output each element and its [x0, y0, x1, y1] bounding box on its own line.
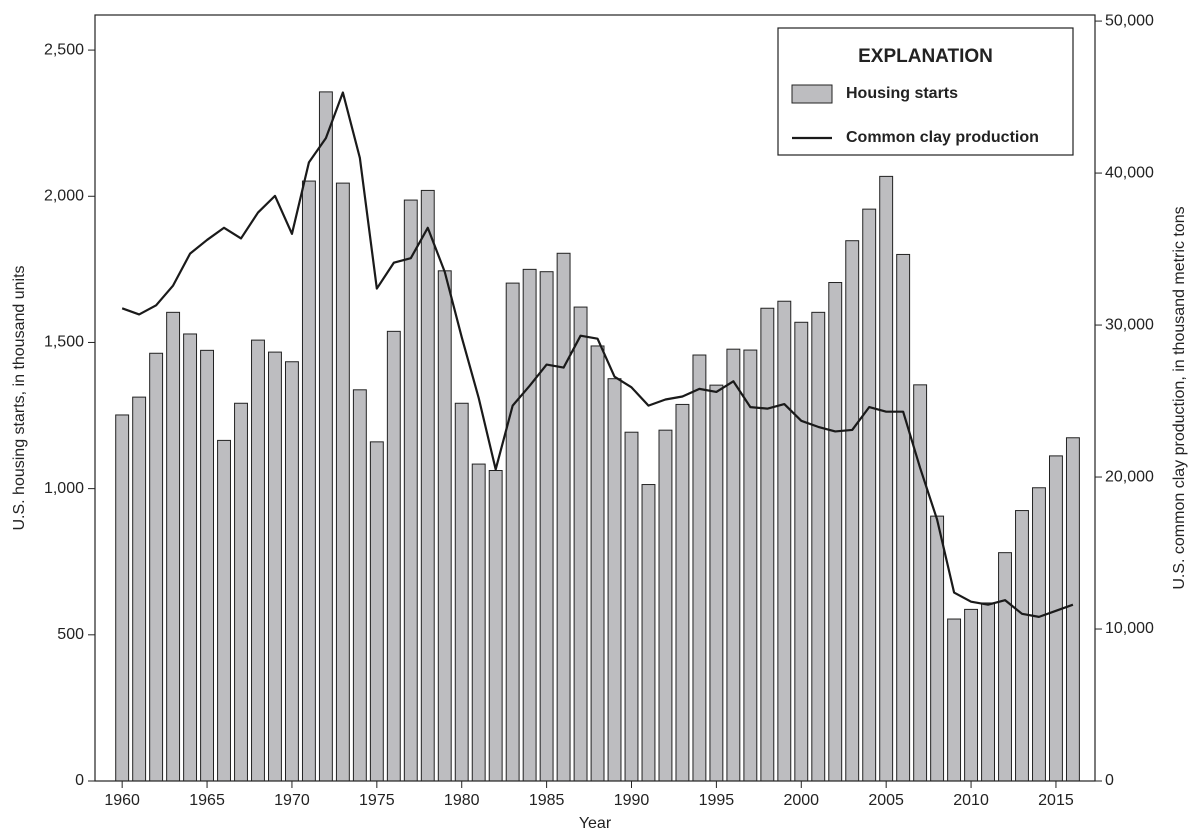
x-tick-label: 2010 — [953, 792, 989, 809]
bar — [964, 608, 979, 782]
legend-label: Common clay production — [846, 129, 1039, 146]
legend-swatch — [791, 84, 833, 104]
bar — [913, 384, 928, 782]
x-tick-label: 1985 — [529, 792, 565, 809]
bar — [369, 441, 384, 782]
y2-tick-label: 10,000 — [1105, 620, 1154, 637]
bar — [268, 351, 282, 782]
bar — [301, 180, 316, 782]
bar — [947, 618, 962, 782]
bar — [862, 208, 877, 782]
y-tick-label: 1,000 — [44, 480, 84, 497]
y-tick-label: 1,500 — [44, 334, 84, 351]
bar — [1015, 510, 1029, 782]
x-tick-label: 2015 — [1038, 792, 1074, 809]
clay-line — [121, 91, 1074, 618]
y-axis-title: U.S. housing starts, in thousand units — [11, 265, 28, 530]
bar — [811, 311, 826, 782]
bar — [335, 182, 350, 782]
bar — [624, 431, 639, 782]
legend-title: EXPLANATION — [858, 46, 993, 67]
bar — [505, 282, 520, 782]
bar — [760, 307, 775, 782]
y-tick-label: 2,000 — [44, 187, 84, 204]
x-axis-title: Year — [579, 815, 612, 832]
bar — [794, 321, 809, 782]
x-tick-label: 1960 — [104, 792, 140, 809]
bar — [607, 378, 622, 782]
bar — [896, 253, 911, 782]
bar — [217, 439, 231, 782]
bar — [1065, 437, 1080, 782]
bar — [386, 330, 401, 782]
plot-frame — [94, 14, 1096, 782]
bar — [777, 300, 792, 782]
bar — [437, 270, 452, 782]
y2-tick-label: 0 — [1105, 772, 1114, 789]
bar — [1048, 455, 1063, 782]
bar — [403, 199, 418, 782]
bar — [149, 352, 164, 782]
x-tick-label: 2005 — [868, 792, 904, 809]
bar — [879, 175, 894, 782]
bar — [183, 333, 198, 782]
bar — [200, 349, 215, 782]
bar — [641, 484, 656, 782]
bar — [522, 268, 537, 782]
x-tick-label: 1975 — [359, 792, 395, 809]
bar — [998, 552, 1012, 782]
bar — [234, 402, 248, 782]
bar — [488, 470, 503, 782]
y2-axis-title: U.S. common clay production, in thousand… — [1171, 206, 1188, 589]
bar — [658, 429, 673, 782]
y2-tick-label: 40,000 — [1105, 164, 1154, 181]
bar — [675, 403, 690, 782]
bar — [1032, 487, 1046, 782]
y-tick-label: 0 — [75, 772, 84, 789]
bar — [981, 602, 995, 782]
bar — [828, 282, 843, 782]
bar — [539, 271, 554, 782]
y-tick-label: 2,500 — [44, 41, 84, 58]
bar — [318, 91, 333, 782]
x-tick-label: 1990 — [614, 792, 650, 809]
bar — [930, 515, 945, 782]
x-tick-label: 1965 — [189, 792, 225, 809]
y-tick-label: 500 — [57, 626, 84, 643]
bar — [573, 306, 588, 782]
bar — [115, 414, 130, 782]
bar — [556, 252, 571, 782]
x-tick-label: 1980 — [444, 792, 480, 809]
bar — [709, 384, 724, 782]
y2-tick-label: 30,000 — [1105, 316, 1154, 333]
legend-label: Housing starts — [846, 85, 958, 102]
bar — [251, 339, 265, 782]
bar — [692, 354, 707, 782]
x-tick-label: 1970 — [274, 792, 310, 809]
bar — [845, 240, 860, 782]
bar — [590, 345, 605, 782]
bar — [726, 348, 741, 782]
bar — [454, 402, 469, 782]
bar — [166, 311, 181, 782]
bar — [471, 463, 486, 782]
bar — [132, 396, 147, 782]
y2-tick-label: 50,000 — [1105, 12, 1154, 29]
x-tick-label: 1995 — [699, 792, 735, 809]
bar — [743, 349, 758, 782]
x-tick-label: 2000 — [783, 792, 819, 809]
y2-tick-label: 20,000 — [1105, 468, 1154, 485]
bar — [352, 389, 367, 782]
bar — [420, 189, 435, 782]
bar — [284, 361, 299, 782]
